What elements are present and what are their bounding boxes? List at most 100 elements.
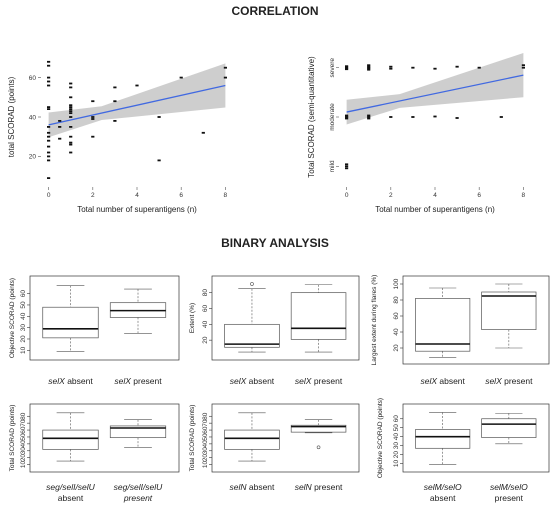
scatter1-point [47, 155, 51, 158]
scatter1-point [47, 126, 51, 128]
box1-y-tick-label: 20 [20, 335, 27, 343]
box6-y-tick-label: 60 [393, 415, 400, 423]
box4-group-label-line2: absent [58, 493, 84, 503]
box1-y-tick-label: 40 [20, 312, 27, 320]
scatter2-point [389, 116, 393, 118]
scatter1-point [58, 126, 62, 128]
box3-y-tick-label: 80 [393, 296, 400, 304]
box5-box-2: selN present [290, 419, 347, 492]
box2-y-tick-label: 40 [202, 320, 209, 328]
scatter2-point [367, 116, 371, 118]
box5-y-tick-label: 30 [202, 447, 209, 455]
box3-y-tick-label: 20 [393, 344, 400, 352]
scatter2-point [345, 114, 349, 117]
scatter1-regression-line [48, 84, 226, 126]
scatter1-point [91, 118, 95, 120]
box3-iqr-box [415, 298, 471, 352]
box1-y-tick-label: 60 [20, 290, 27, 298]
box1-box-2: selX present [109, 288, 167, 386]
box4-iqr-box [42, 429, 99, 450]
box3-y-tick-label: 100 [393, 278, 400, 289]
scatter1-point [47, 106, 51, 108]
box1-y-tick-label: 30 [20, 324, 27, 332]
scatter2-point [345, 68, 349, 71]
scatter2-point [455, 65, 459, 68]
box1-group: 10 20 30 40 50 60 Objective SCORAD (points) sel… [9, 275, 180, 386]
box6-group-label: selM/selO [490, 482, 528, 492]
box4-group-label-line2: present [123, 493, 153, 503]
box5-y-tick-label: 40 [202, 440, 209, 448]
scatter1-point [47, 177, 51, 179]
box6-y-tick-label: 30 [393, 442, 400, 450]
box4-y-tick-label: 80 [20, 412, 27, 420]
box4-y-tick-label: 20 [20, 454, 27, 462]
scatter1-point [69, 135, 73, 138]
scatter1-ci-band [48, 63, 226, 138]
scatter1-point [91, 116, 95, 118]
scatter2-x-tick-label: 6 [477, 192, 481, 199]
scatter2-regression-line [346, 74, 524, 113]
scatter1-point [69, 96, 73, 99]
scatter1-point [179, 76, 183, 79]
box5-y-tick-label: 10 [202, 461, 209, 469]
box1-frame [29, 275, 180, 361]
scatter1-point [135, 84, 139, 87]
box6-iqr-box [481, 418, 537, 438]
scatter1-point [91, 100, 95, 103]
scatter1-y-axis-title: total SCORAD (points) [7, 76, 16, 157]
scatter2-x-axis-title: Total number of superantigens (n) [375, 205, 495, 214]
box2-iqr-box [224, 323, 280, 348]
box5-iqr-box [290, 424, 347, 433]
scatter1-point [69, 110, 73, 112]
box1-box-1: selX absent [42, 285, 99, 386]
box6-iqr-box [415, 429, 471, 449]
scatter2-y-axis-title: Total SCORAD (semi-quantitative) [307, 56, 316, 178]
box4-y-tick-label: 50 [20, 433, 27, 441]
scatter1-point [201, 131, 205, 134]
box5-y-tick-label: 70 [202, 419, 209, 427]
scatter1-point [47, 80, 51, 83]
box1-y-tick-label: 10 [20, 346, 27, 354]
box4-y-tick-label: 10 [20, 461, 27, 469]
scatter2-point [455, 117, 459, 119]
scatter1-point [47, 108, 51, 110]
box5-y-axis-title: Total SCORAD (points) [189, 405, 196, 472]
scatter2-point [389, 67, 393, 70]
box2-iqr-box [290, 292, 347, 340]
scatter2-point [367, 68, 371, 71]
scatter1-point [113, 86, 117, 89]
box2-group-label: selX present [295, 376, 343, 386]
scatter2-x-tick-label: 2 [389, 192, 393, 199]
scatter1-point [69, 86, 73, 89]
box3-frame [402, 275, 550, 365]
scatter2-point [345, 163, 349, 166]
scatter1-point [69, 104, 73, 107]
box2-group-label: selX absent [230, 376, 275, 386]
scatter1-point [223, 66, 227, 69]
box6-group-label: selM/selO [424, 482, 462, 492]
box5-group-label: selN absent [230, 482, 276, 492]
scatter1-point [47, 159, 51, 162]
scatter1-point [47, 139, 51, 142]
scatter2-point [433, 115, 437, 118]
scatter2-point [411, 66, 415, 69]
scatter1-group: 0 2 4 6 8 20 40 60 Total number of superantigens… [7, 60, 228, 214]
scatter1-point [47, 131, 51, 134]
scatter1-y-tick-label: 40 [29, 114, 37, 121]
box3-group-label: selX absent [420, 376, 465, 386]
box5-box-1: selN absent [224, 412, 280, 492]
box1-group-label: selX absent [48, 376, 93, 386]
scatter2-point [345, 117, 349, 120]
box2-y-tick-label: 20 [202, 336, 209, 344]
scatter1-point [47, 135, 51, 138]
scatter2-point [367, 117, 371, 120]
box6-frame [402, 403, 550, 473]
box5-y-tick-label: 20 [202, 454, 209, 462]
box6-y-tick-label: 20 [393, 451, 400, 459]
scatter2-point [345, 66, 349, 69]
box4-y-tick-label: 70 [20, 419, 27, 427]
scatter1-point [157, 116, 161, 118]
